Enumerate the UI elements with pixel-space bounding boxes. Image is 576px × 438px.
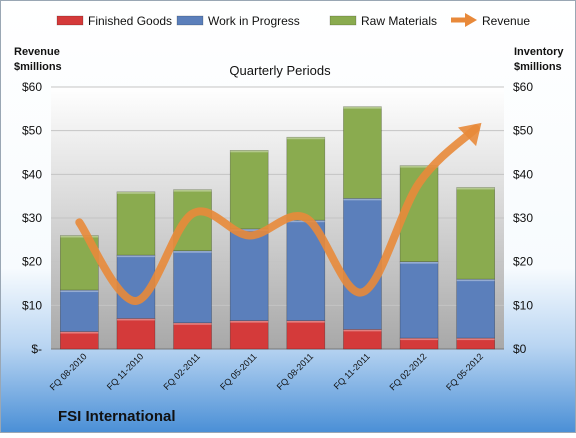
legend-arrow-revenue (465, 13, 477, 27)
bar-finished-goods (286, 320, 326, 350)
chart-subtitle: Quarterly Periods (229, 63, 331, 78)
legend-label-revenue: Revenue (482, 14, 530, 28)
bar-work-in-progress (286, 219, 326, 321)
legend-label-finished-goods: Finished Goods (88, 14, 172, 28)
left-y-tick-label: $60 (22, 80, 42, 94)
legend-swatch-work-in-progress (176, 15, 204, 26)
bar-raw-materials (173, 189, 212, 252)
bar-highlight (286, 320, 325, 323)
bar-highlight (116, 318, 155, 321)
bar-raw-materials (229, 150, 269, 230)
right-y-tick-label: $40 (513, 167, 533, 181)
legend-label-work-in-progress: Work in Progress (208, 14, 300, 28)
left-y-tick-label: $40 (22, 167, 42, 181)
bar-highlight (343, 198, 382, 201)
left-y-tick-label: $- (31, 342, 42, 356)
bar-finished-goods (229, 320, 269, 350)
bar-finished-goods (60, 331, 99, 350)
left-axis-title-line2: $millions (14, 61, 62, 73)
bar-raw-materials (343, 106, 382, 199)
right-axis-ticks: $0 $10 $20 $30 $40 $50 $60 (513, 80, 533, 356)
bar-work-in-progress (399, 261, 439, 339)
bar-highlight (400, 165, 439, 168)
bar-highlight (116, 255, 155, 258)
bar-highlight (343, 106, 382, 109)
left-axis-title-line1: Revenue (14, 46, 60, 58)
revenue-line (75, 124, 480, 305)
bar-work-in-progress (456, 278, 495, 339)
bar-finished-goods (343, 329, 382, 350)
bar-highlight (60, 235, 99, 238)
left-y-tick-label: $20 (22, 255, 42, 269)
bar-highlight (60, 331, 99, 334)
legend-label-raw-materials: Raw Materials (361, 14, 437, 28)
right-y-tick-label: $30 (513, 211, 533, 225)
bar-highlight (343, 329, 382, 332)
legend-swatch-raw-materials (329, 15, 357, 26)
left-y-tick-label: $50 (22, 124, 42, 138)
bar-work-in-progress (229, 228, 269, 321)
right-axis-title-line1: Inventory (514, 46, 564, 58)
bar-series (60, 106, 495, 350)
bar-highlight (230, 150, 269, 153)
bar-finished-goods (173, 322, 212, 350)
right-axis-title-line2: $millions (514, 61, 562, 73)
bar-finished-goods (399, 337, 439, 350)
bar-highlight (60, 290, 99, 293)
bar-highlight (456, 187, 495, 190)
bar-raw-materials (286, 136, 326, 221)
bar-work-in-progress (60, 289, 99, 332)
bar-highlight (400, 338, 439, 341)
bar-highlight (456, 338, 495, 341)
right-y-tick-label: $0 (513, 342, 527, 356)
revenue-arrowhead (458, 122, 482, 147)
bar-highlight (173, 189, 212, 192)
bar-raw-materials (116, 191, 156, 256)
bar-raw-materials (456, 187, 495, 280)
right-y-tick-label: $60 (513, 80, 533, 94)
legend: Finished Goods Work in Progress Raw Materi… (56, 13, 530, 28)
left-y-tick-label: $30 (22, 211, 42, 225)
bar-highlight (116, 191, 155, 194)
right-y-tick-label: $20 (513, 255, 533, 269)
bar-highlight (456, 279, 495, 282)
bar-work-in-progress (173, 250, 212, 324)
bar-highlight (286, 137, 325, 140)
bar-highlight (230, 320, 269, 323)
bar-highlight (230, 228, 269, 231)
bar-highlight (400, 261, 439, 264)
legend-swatch-finished-goods (56, 15, 84, 26)
revenue-line-group (75, 122, 482, 305)
right-y-tick-label: $50 (513, 124, 533, 138)
left-y-tick-label: $10 (22, 298, 42, 312)
right-y-tick-label: $10 (513, 298, 533, 312)
bar-work-in-progress (343, 198, 382, 330)
left-axis-ticks: $- $10 $20 $30 $40 $50 $60 (22, 80, 42, 356)
bar-finished-goods (116, 318, 156, 350)
company-name: FSI International (58, 408, 176, 425)
bar-highlight (173, 250, 212, 253)
bar-highlight (173, 322, 212, 325)
